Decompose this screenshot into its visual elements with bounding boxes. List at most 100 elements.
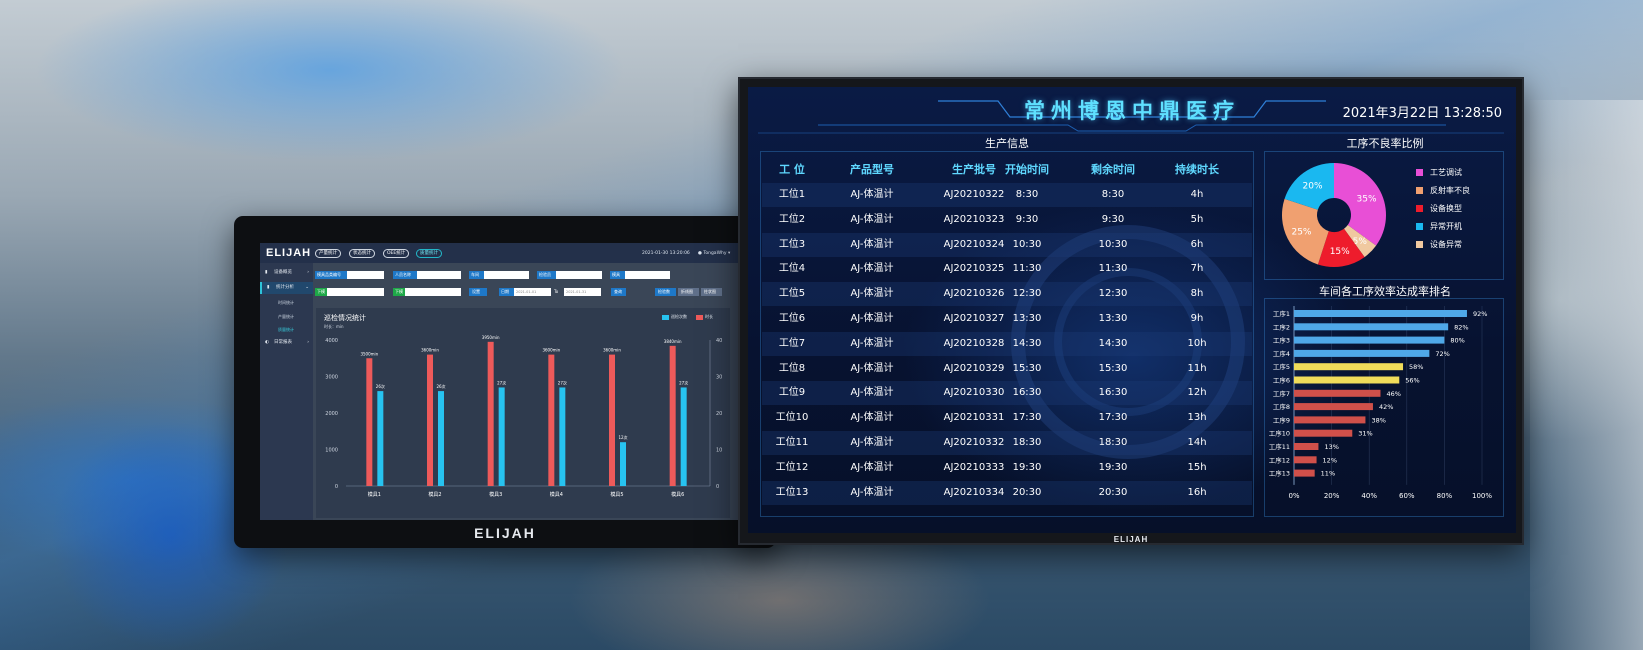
sidebar-item-analysis[interactable]: ▮ 统计分析 ⌄: [260, 282, 313, 294]
process-label: 工序5: [1273, 362, 1290, 371]
small-screen: ELIJAH 产量统计 状态统计 OEE统计 质量统计 2021-01-30 1…: [260, 243, 748, 520]
table-row: 工位10 AJ-体温计 AJ20210331 17:30 17:30 13h: [762, 406, 1252, 430]
table-cell: AJ20210326: [943, 288, 1005, 300]
table-cell: AJ-体温计: [850, 387, 894, 399]
table-cell: 19:30: [1098, 461, 1128, 473]
table-cell: AJ-体温计: [850, 263, 894, 275]
table-cell: 18:30: [1098, 437, 1128, 448]
y-left-tick-label: 0: [335, 484, 338, 490]
filter-label-mold: 模具: [610, 271, 625, 279]
table-cell: 工位6: [778, 313, 806, 324]
x-tick-label: 0%: [1288, 492, 1299, 500]
date-to-label: To: [554, 289, 559, 294]
legend-swatch: [1416, 241, 1423, 248]
tab-oee[interactable]: OEE统计: [383, 249, 410, 258]
legend-swatch: [1416, 187, 1423, 194]
table-cell: AJ-体温计: [850, 238, 894, 250]
filter-label-mold-code: 模具品类编号: [315, 271, 347, 279]
small-topbar: ELIJAH 产量统计 状态统计 OEE统计 质量统计 2021-01-30 1…: [260, 243, 748, 263]
table-cell: 工位7: [778, 337, 806, 349]
efficiency-value: 92%: [1473, 310, 1487, 318]
table-cell: 12:30: [1012, 288, 1042, 300]
filter-label-person: 人员名称: [393, 271, 417, 279]
sidebar-sub-quality[interactable]: 质量统计: [278, 327, 294, 332]
table-cell: 8:30: [1101, 189, 1125, 200]
dashboard-datetime: 2021年3月22日 13:28:50: [1342, 106, 1502, 121]
efficiency-bar: [1294, 376, 1400, 384]
efficiency-value: 80%: [1450, 337, 1464, 345]
table-cell: 8:30: [1015, 189, 1039, 200]
date-from-input[interactable]: 2021-01-01: [514, 288, 551, 296]
x-category-label: 模具6: [671, 491, 684, 498]
efficiency-panel-title: 车间各工序效率达成率排名: [1319, 285, 1451, 298]
lower-mold-input-2[interactable]: [405, 288, 461, 296]
table-cell: 工位8: [778, 362, 806, 374]
efficiency-bar: [1294, 363, 1404, 371]
process-label: 工序13: [1269, 469, 1290, 478]
efficiency-value: 82%: [1454, 323, 1468, 331]
table-row: 工位6 AJ-体温计 AJ20210327 13:30 13:30 9h: [762, 307, 1252, 331]
filter-label-date: 日期: [499, 288, 514, 296]
table-row: 工位1 AJ-体温计 AJ20210322 8:30 8:30 4h: [762, 183, 1252, 207]
table-cell: 工位5: [778, 288, 806, 300]
legend-swatch: [1416, 205, 1423, 212]
inspector-select[interactable]: [556, 271, 602, 279]
table-cell: 17:30: [1098, 412, 1128, 424]
efficiency-value: 31%: [1358, 430, 1372, 438]
table-cell: AJ20210323: [943, 213, 1005, 225]
table-cell: 工位1: [778, 189, 806, 200]
bar-duration: [427, 354, 433, 486]
table-cell: AJ-体温计: [850, 362, 894, 374]
table-cell: 20:30: [1012, 486, 1042, 498]
inspect-count-button[interactable]: 检验数: [655, 288, 676, 296]
process-label: 工序11: [1269, 442, 1290, 451]
filter-label-lower-mold-2: 下模: [393, 288, 405, 296]
legend-duration: 时长: [696, 314, 713, 320]
person-input[interactable]: [417, 271, 461, 279]
sidebar-sub-time[interactable]: 时间统计: [278, 300, 294, 305]
table-header-cell: 剩余时间: [1091, 163, 1135, 176]
tab-quality[interactable]: 质量统计: [416, 249, 442, 258]
user-name: TongaWhy: [703, 251, 727, 256]
sidebar-item-overview[interactable]: ▮ 设备概览 ›: [260, 267, 313, 279]
settings-button[interactable]: 设置: [469, 288, 487, 296]
user-menu[interactable]: ● TongaWhy ▾: [698, 251, 731, 256]
bar-count: [438, 391, 444, 486]
pie-slice-label: 25%: [1291, 228, 1311, 238]
tab-production[interactable]: 产量统计: [315, 249, 341, 258]
sidebar-sub-production[interactable]: 产量统计: [278, 314, 294, 319]
process-label: 工序7: [1273, 389, 1290, 398]
tab-status[interactable]: 状态统计: [349, 249, 375, 258]
process-label: 工序4: [1273, 349, 1290, 358]
table-cell: 13:30: [1012, 313, 1042, 324]
table-cell: 12:30: [1098, 288, 1128, 300]
table-cell: AJ20210330: [943, 387, 1005, 399]
date-to-input[interactable]: 2021-01-31: [564, 288, 601, 296]
bar-chart-button[interactable]: 柱状图: [701, 288, 722, 296]
pie-slice-label: 35%: [1357, 194, 1377, 204]
workshop-input[interactable]: [484, 271, 529, 279]
table-cell: 4h: [1190, 189, 1204, 200]
filter-label-workshop: 车间: [469, 271, 484, 279]
x-category-label: 模具5: [610, 491, 623, 498]
line-chart-button[interactable]: 折线图: [678, 288, 699, 296]
lower-mold-input[interactable]: [327, 288, 384, 296]
y-right-tick-label: 10: [716, 448, 722, 454]
table-cell: 18:30: [1012, 437, 1042, 448]
bar-duration-label: 3950min: [482, 335, 500, 340]
table-cell: 15:30: [1012, 362, 1042, 374]
table-cell: 12h: [1187, 387, 1207, 399]
efficiency-bar: [1294, 456, 1317, 464]
process-label: 工序2: [1273, 322, 1290, 331]
table-cell: 工位3: [778, 238, 806, 250]
table-cell: 9h: [1190, 313, 1204, 324]
table-cell: 7h: [1190, 263, 1204, 275]
table-cell: AJ-体温计: [850, 189, 894, 200]
sidebar-item-report[interactable]: ◐ 日常报表 ›: [260, 337, 313, 349]
table-cell: AJ-体温计: [850, 437, 894, 448]
mold-input[interactable]: [625, 271, 670, 279]
x-tick-label: 60%: [1399, 492, 1415, 500]
query-button[interactable]: 查询: [611, 288, 626, 296]
x-category-label: 模具4: [550, 491, 563, 498]
mold-code-input[interactable]: [347, 271, 384, 279]
